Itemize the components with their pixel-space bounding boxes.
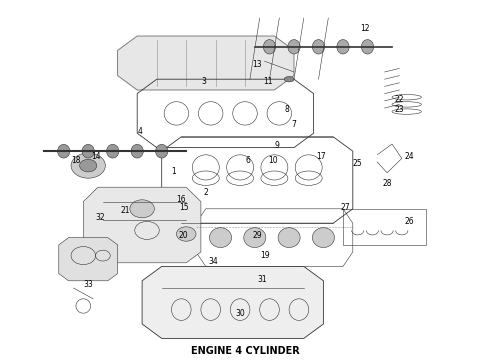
Ellipse shape	[131, 144, 143, 158]
Polygon shape	[142, 266, 323, 338]
Text: 12: 12	[360, 24, 370, 33]
Text: 24: 24	[404, 152, 414, 161]
Text: 22: 22	[394, 95, 404, 104]
Ellipse shape	[244, 228, 266, 248]
Ellipse shape	[313, 40, 325, 54]
Polygon shape	[59, 238, 118, 281]
Text: 11: 11	[263, 77, 273, 86]
Text: 16: 16	[176, 195, 186, 204]
Ellipse shape	[156, 144, 168, 158]
Text: 34: 34	[208, 256, 218, 266]
Text: 20: 20	[179, 231, 189, 240]
Text: 7: 7	[292, 120, 296, 129]
Text: 21: 21	[120, 206, 130, 215]
Text: 19: 19	[260, 251, 270, 260]
Text: 15: 15	[179, 202, 189, 212]
Text: 32: 32	[96, 213, 105, 222]
Text: 33: 33	[83, 280, 93, 289]
Text: 10: 10	[269, 156, 278, 165]
Ellipse shape	[278, 228, 300, 248]
Text: 17: 17	[316, 152, 326, 161]
Ellipse shape	[71, 153, 105, 178]
Ellipse shape	[58, 144, 70, 158]
Ellipse shape	[176, 227, 196, 241]
Ellipse shape	[79, 159, 97, 172]
Text: 2: 2	[203, 188, 208, 197]
Polygon shape	[83, 187, 201, 263]
Text: 8: 8	[284, 105, 289, 114]
Ellipse shape	[264, 40, 275, 54]
Text: 1: 1	[172, 166, 176, 176]
Polygon shape	[118, 36, 294, 90]
Text: 13: 13	[252, 60, 262, 69]
Ellipse shape	[130, 200, 154, 218]
Ellipse shape	[362, 40, 374, 54]
Text: 6: 6	[245, 156, 250, 165]
Ellipse shape	[107, 144, 119, 158]
Ellipse shape	[284, 77, 294, 82]
Text: 31: 31	[257, 275, 267, 284]
Bar	[343, 209, 426, 245]
Text: 29: 29	[252, 231, 262, 240]
Ellipse shape	[210, 228, 232, 248]
Text: ENGINE 4 CYLINDER: ENGINE 4 CYLINDER	[191, 346, 299, 356]
Text: 30: 30	[235, 309, 245, 318]
Ellipse shape	[337, 40, 349, 54]
Text: 25: 25	[353, 159, 363, 168]
Ellipse shape	[313, 228, 334, 248]
Text: 27: 27	[341, 202, 350, 212]
Ellipse shape	[288, 40, 300, 54]
Ellipse shape	[82, 144, 94, 158]
Text: 26: 26	[404, 217, 414, 226]
Text: 14: 14	[91, 152, 100, 161]
Text: 28: 28	[382, 179, 392, 188]
Text: 18: 18	[71, 156, 81, 165]
Text: 9: 9	[274, 141, 279, 150]
Text: 23: 23	[394, 105, 404, 114]
Text: 4: 4	[137, 127, 142, 136]
Text: 3: 3	[201, 77, 206, 86]
